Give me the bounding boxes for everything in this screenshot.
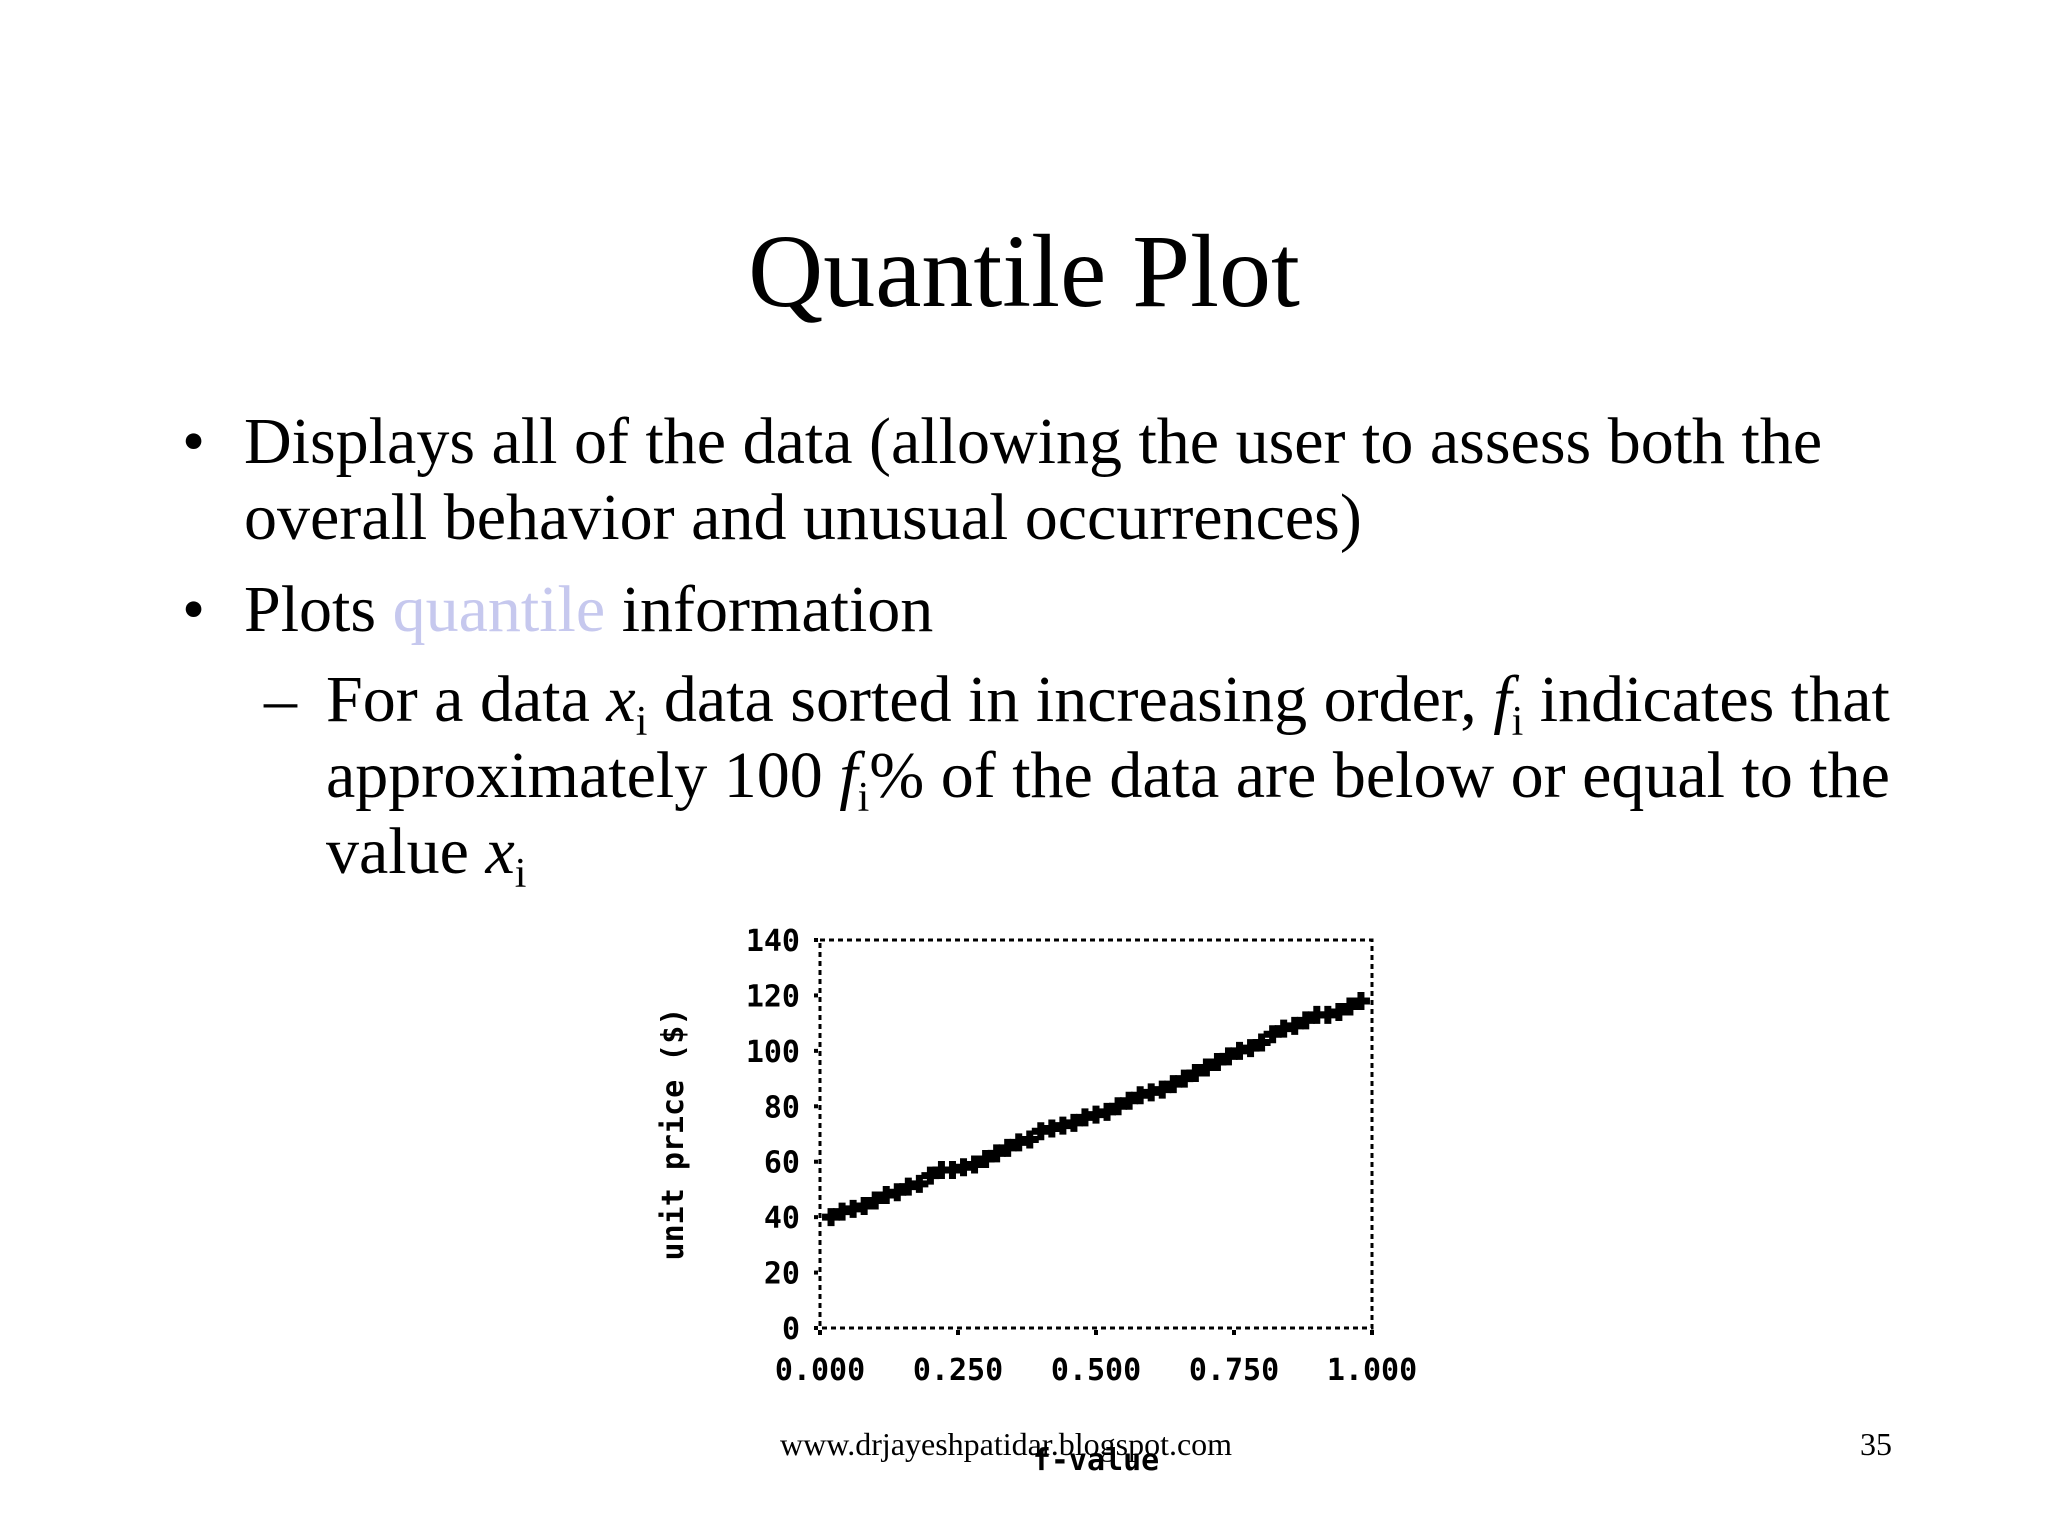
data-point <box>1186 1064 1205 1083</box>
bullet-marker: • <box>182 405 206 478</box>
data-point <box>1064 1113 1083 1132</box>
data-point <box>1219 1047 1238 1066</box>
slide-footer: www.drjayeshpatidar.blogspot.com 35 <box>0 1426 2048 1466</box>
x-tick-label: 0.750 <box>1189 1353 1279 1388</box>
bullet-text-before: Plots <box>244 573 393 646</box>
data-point <box>1109 1097 1128 1116</box>
data-point <box>1098 1102 1117 1121</box>
data-point <box>1153 1080 1172 1099</box>
x-axis-ticks: 0.000 0.250 0.500 0.750 1.000 <box>775 1330 1417 1388</box>
data-point <box>1351 991 1370 1010</box>
slide-title: Quantile Plot <box>748 214 1300 329</box>
y-tick-mark <box>814 1048 818 1053</box>
data-point <box>1329 1003 1348 1022</box>
x-tick-label: 0.250 <box>913 1353 1003 1388</box>
sub-text-3: indicates that approximately 100 <box>326 663 1890 812</box>
subscript-i: i <box>514 851 527 897</box>
var-x: x <box>606 663 636 736</box>
data-point <box>976 1149 995 1168</box>
data-point <box>1164 1075 1183 1094</box>
y-tick-label: 20 <box>764 1257 800 1292</box>
x-tick-mark <box>818 1330 822 1335</box>
y-tick-mark <box>814 938 818 942</box>
footer-url: www.drjayeshpatidar.blogspot.com <box>780 1426 1233 1462</box>
x-tick-mark <box>1370 1330 1374 1335</box>
page-number: 35 <box>1860 1426 1892 1462</box>
y-axis-ticks: 0 20 40 60 80 100 120 140 <box>746 924 818 1347</box>
data-point <box>855 1197 874 1216</box>
var-f: f <box>1493 663 1512 736</box>
data-point <box>1285 1016 1304 1035</box>
x-tick-label: 0.500 <box>1051 1353 1141 1388</box>
data-point <box>1208 1052 1227 1071</box>
sub-bullet-marker: – <box>264 663 297 736</box>
var-f: f <box>839 739 858 812</box>
data-point <box>1197 1058 1216 1077</box>
data-point <box>921 1166 940 1185</box>
data-point <box>822 1208 841 1227</box>
subscript-i: i <box>635 699 648 745</box>
x-tick-label: 0.000 <box>775 1353 865 1388</box>
data-point <box>888 1183 907 1202</box>
y-tick-mark <box>814 1104 818 1109</box>
y-tick-mark <box>814 1326 818 1330</box>
sub-text-1: For a data <box>326 663 607 736</box>
y-tick-label: 120 <box>746 979 800 1014</box>
quantile-highlight: quantile <box>392 573 606 646</box>
y-tick-label: 140 <box>746 924 800 959</box>
data-point <box>1175 1069 1194 1088</box>
data-points <box>822 991 1370 1227</box>
y-tick-mark <box>814 993 818 998</box>
data-point <box>1120 1091 1139 1110</box>
y-tick-label: 80 <box>764 1090 800 1125</box>
data-point <box>987 1144 1006 1163</box>
var-x: x <box>485 815 515 888</box>
bullet-displays-all-data: • Displays all of the data (allowing the… <box>182 404 1944 556</box>
subscript-i: i <box>857 775 870 821</box>
plot-frame <box>818 938 1374 1330</box>
x-tick-mark <box>1232 1330 1236 1335</box>
x-tick-mark <box>956 1330 960 1335</box>
x-axis-label: f-value <box>1033 1443 1159 1478</box>
data-point <box>965 1155 984 1174</box>
y-tick-label: 40 <box>764 1201 800 1236</box>
y-tick-label: 100 <box>746 1035 800 1070</box>
y-tick-mark <box>814 1159 818 1164</box>
data-point <box>1241 1039 1260 1058</box>
quantile-plot-chart: 0 20 40 60 80 100 120 140 0.000 0.250 0.500 0.750 1… <box>656 924 1417 1478</box>
bullet-plots-quantile: • Plots quantile information <box>182 572 1944 648</box>
y-tick-mark <box>814 1270 818 1275</box>
sub-text-2: data sorted in increasing order, <box>647 663 1494 736</box>
y-axis-label: unit price ($) <box>656 1008 691 1261</box>
bullet-text-after: information <box>605 573 934 646</box>
data-point <box>1252 1033 1271 1052</box>
sub-bullet-quantile-definition: – For a data xi data sorted in increasin… <box>264 662 1966 895</box>
data-point <box>1296 1011 1315 1030</box>
y-tick-mark <box>814 1215 818 1220</box>
subscript-i: i <box>1511 699 1524 745</box>
bullet-text: Displays all of the data (allowing the u… <box>244 405 1823 554</box>
y-tick-label: 60 <box>764 1146 800 1181</box>
data-point <box>1340 997 1359 1016</box>
data-point <box>1020 1130 1039 1149</box>
data-point <box>910 1174 929 1193</box>
y-tick-label: 0 <box>782 1312 800 1347</box>
sub-text-4: % of the data are below or equal to the … <box>326 739 1890 888</box>
data-point <box>866 1191 885 1210</box>
data-point <box>998 1138 1017 1157</box>
x-tick-mark <box>1094 1330 1098 1335</box>
x-tick-label: 1.000 <box>1327 1353 1417 1388</box>
data-point <box>1263 1025 1282 1044</box>
bullet-marker: • <box>182 573 206 646</box>
